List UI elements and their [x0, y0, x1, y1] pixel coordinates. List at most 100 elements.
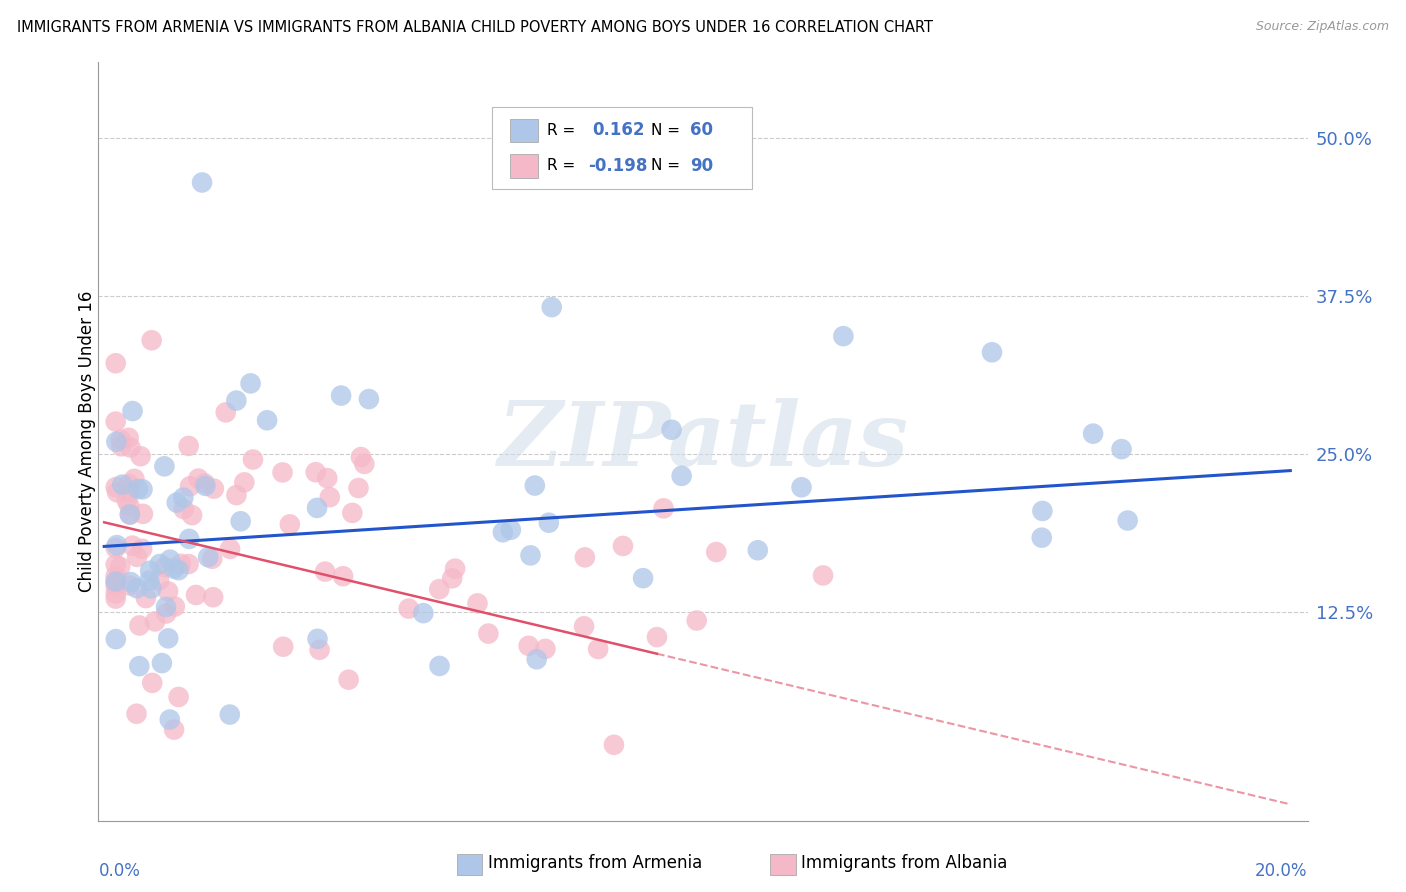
Point: [337, 673, 360, 687]
Point: [157, 584, 180, 599]
Text: ZIPatlas: ZIPatlas: [498, 399, 908, 484]
Point: [790, 480, 813, 494]
Point: [177, 557, 200, 571]
Point: [631, 571, 654, 585]
Point: [149, 557, 172, 571]
Point: [163, 561, 186, 575]
Point: [163, 723, 186, 737]
Point: [652, 501, 675, 516]
Point: [981, 345, 1004, 359]
Text: 0.162: 0.162: [592, 121, 644, 139]
Point: [215, 405, 238, 419]
Text: R =: R =: [547, 123, 575, 137]
Point: [1111, 442, 1133, 457]
Point: [307, 500, 329, 515]
Point: [141, 676, 163, 690]
Point: [308, 642, 330, 657]
Point: [104, 586, 127, 600]
Point: [202, 482, 225, 496]
Point: [135, 591, 157, 605]
Point: [121, 539, 143, 553]
Point: [347, 481, 370, 495]
Point: [499, 523, 522, 537]
Text: Source: ZipAtlas.com: Source: ZipAtlas.com: [1256, 20, 1389, 33]
Point: [747, 543, 769, 558]
Point: [153, 560, 176, 574]
Point: [159, 552, 181, 566]
Point: [166, 495, 188, 509]
Point: [104, 356, 127, 370]
Point: [429, 659, 451, 673]
Point: [104, 574, 127, 589]
Point: [330, 388, 353, 402]
Point: [141, 582, 163, 596]
Text: R =: R =: [547, 159, 575, 173]
Point: [278, 517, 301, 532]
Point: [129, 449, 152, 463]
Point: [332, 569, 354, 583]
Point: [201, 551, 224, 566]
Point: [202, 591, 225, 605]
Text: IMMIGRANTS FROM ARMENIA VS IMMIGRANTS FROM ALBANIA CHILD POVERTY AMONG BOYS UNDE: IMMIGRANTS FROM ARMENIA VS IMMIGRANTS FR…: [17, 20, 932, 35]
Point: [138, 574, 160, 588]
Point: [534, 641, 557, 656]
Point: [184, 588, 207, 602]
Point: [239, 376, 262, 391]
Point: [467, 596, 489, 610]
Point: [314, 565, 336, 579]
Point: [153, 459, 176, 474]
Point: [105, 538, 128, 552]
Point: [104, 569, 127, 583]
Point: [187, 472, 209, 486]
Point: [1116, 514, 1139, 528]
Y-axis label: Child Poverty Among Boys Under 16: Child Poverty Among Boys Under 16: [79, 291, 96, 592]
Point: [104, 541, 127, 555]
Point: [1081, 426, 1104, 441]
Point: [173, 502, 195, 516]
Point: [225, 488, 247, 502]
Point: [155, 599, 177, 614]
Point: [427, 582, 450, 596]
Point: [159, 713, 181, 727]
Point: [170, 557, 193, 571]
Point: [256, 413, 278, 427]
Point: [104, 480, 127, 494]
Point: [398, 601, 420, 615]
Point: [157, 632, 180, 646]
Point: [305, 465, 328, 479]
Point: [353, 457, 375, 471]
Point: [105, 434, 128, 449]
Point: [118, 477, 141, 491]
Point: [540, 300, 562, 314]
Point: [150, 656, 173, 670]
Point: [219, 541, 242, 556]
Point: [104, 574, 127, 589]
Point: [128, 618, 150, 632]
Point: [118, 484, 141, 499]
Point: [603, 738, 626, 752]
Point: [271, 640, 294, 654]
Point: [342, 506, 364, 520]
Point: [704, 545, 727, 559]
Point: [574, 550, 596, 565]
Point: [128, 659, 150, 673]
Point: [105, 485, 128, 500]
Point: [179, 479, 201, 493]
Point: [523, 478, 546, 492]
Point: [111, 477, 134, 491]
Point: [612, 539, 634, 553]
Point: [225, 393, 247, 408]
Point: [143, 615, 166, 629]
Point: [104, 415, 127, 429]
Point: [686, 614, 709, 628]
Text: -0.198: -0.198: [588, 157, 647, 175]
Point: [271, 466, 294, 480]
Text: N =: N =: [651, 159, 681, 173]
Point: [115, 493, 138, 508]
Point: [131, 483, 153, 497]
Text: Immigrants from Albania: Immigrants from Albania: [801, 855, 1008, 872]
Point: [307, 632, 329, 646]
Point: [104, 632, 127, 647]
Point: [163, 599, 186, 614]
Point: [125, 706, 148, 721]
